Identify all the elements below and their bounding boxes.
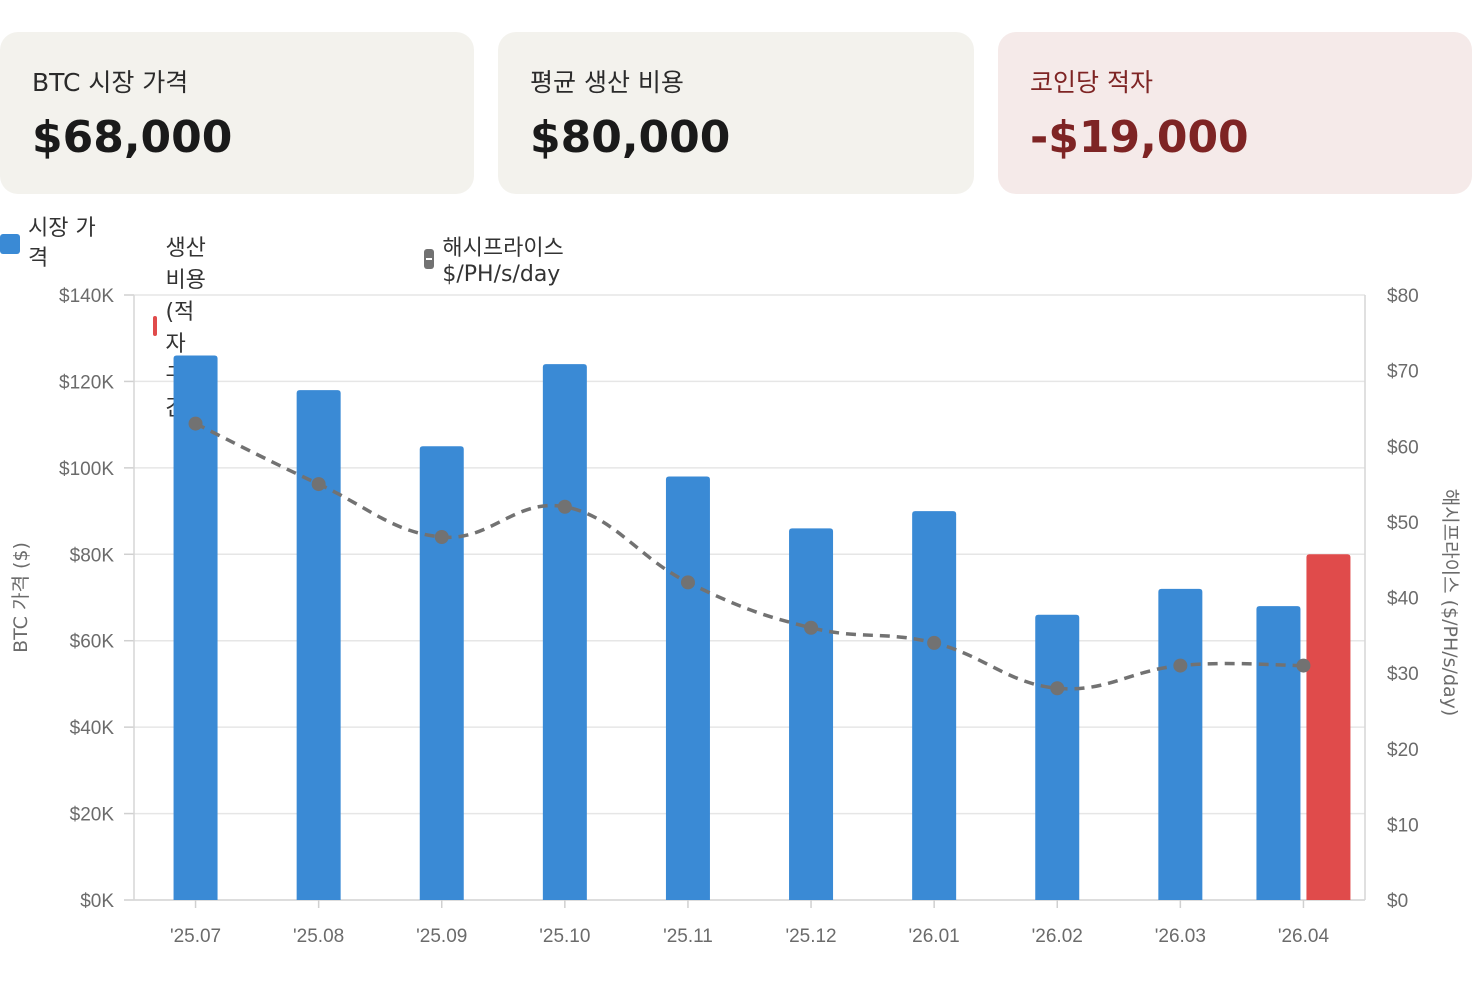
- legend-item-hashprice[interactable]: 해시프라이스 $/PH/s/day: [424, 230, 570, 287]
- market-price-label: BTC 시장 가격: [32, 68, 189, 97]
- market-price-bar: [542, 364, 587, 901]
- y-tick-label: $40K: [70, 718, 115, 739]
- hashprice-point: [680, 575, 695, 590]
- hashprice-point: [1050, 681, 1065, 696]
- market-price-bar: [789, 528, 834, 900]
- x-tick-label: '26.04: [1278, 926, 1330, 947]
- market-price-bar: [665, 476, 710, 900]
- hashprice-point: [1296, 658, 1311, 673]
- market-price-bar: [296, 390, 341, 900]
- y-axis-title: BTC 가격 ($): [10, 542, 32, 653]
- production-cost-value: $80,000: [530, 112, 731, 163]
- legend-market-price-label: 시장 가격: [28, 216, 96, 271]
- y-tick-label: $120K: [59, 372, 114, 393]
- deficit-card: 코인당 적자 -$19,000: [998, 32, 1472, 194]
- hashprice-point: [434, 530, 449, 544]
- hashprice-point: [188, 416, 203, 431]
- market-price-bar: [173, 355, 218, 900]
- y-tick-label: $100K: [59, 459, 114, 480]
- y2-tick-label: $80: [1387, 286, 1419, 307]
- y2-tick-label: $20: [1387, 740, 1419, 761]
- hashprice-line: [194, 421, 1304, 691]
- x-tick-label: '26.03: [1155, 926, 1206, 947]
- y-tick-label: $80K: [70, 545, 115, 566]
- market-price-value: $68,000: [32, 112, 233, 163]
- x-tick-label: '25.12: [785, 926, 836, 947]
- y-tick-label: $60K: [70, 632, 115, 653]
- market-price-bar: [419, 446, 464, 900]
- x-tick-label: '25.07: [170, 926, 221, 947]
- y-tick-label: $0K: [80, 891, 114, 912]
- market-price-bar: [1035, 614, 1080, 900]
- x-tick-label: '25.08: [293, 926, 344, 947]
- production-cost-card: 평균 생산 비용 $80,000: [498, 32, 974, 194]
- y2-tick-label: $10: [1387, 815, 1419, 836]
- y2-tick-label: $0: [1387, 891, 1408, 912]
- hashprice-point: [1173, 658, 1188, 673]
- deficit-label: 코인당 적자: [1030, 68, 1153, 97]
- x-tick-label: '25.11: [663, 926, 713, 947]
- hashprice-point: [927, 635, 942, 650]
- deficit-value: -$19,000: [1030, 112, 1249, 163]
- y2-tick-label: $40: [1387, 589, 1419, 610]
- legend-hashprice-label: 해시프라이스 $/PH/s/day: [442, 236, 564, 287]
- x-tick-label: '25.09: [416, 926, 467, 947]
- hashprice-point: [804, 620, 819, 635]
- market-price-bar: [1256, 606, 1301, 900]
- y2-tick-label: $70: [1387, 362, 1419, 383]
- x-tick-label: '25.10: [539, 926, 590, 947]
- market-price-swatch-icon: [0, 234, 20, 254]
- y-tick-label: $20K: [70, 805, 115, 826]
- y-tick-label: $140K: [59, 286, 114, 307]
- y2-axis-title: 해시프라이스 ($/PH/s/day): [1439, 489, 1461, 717]
- production-cost-label: 평균 생산 비용: [530, 68, 684, 97]
- hashprice-swatch-icon: [424, 248, 435, 269]
- production-cost-swatch-icon: [153, 316, 158, 336]
- x-tick-label: '26.02: [1032, 926, 1083, 947]
- x-tick-label: '26.01: [909, 926, 960, 947]
- y2-tick-label: $60: [1387, 437, 1419, 458]
- market-price-bar: [1158, 588, 1203, 900]
- y2-tick-label: $30: [1387, 664, 1419, 685]
- legend-item-market-price[interactable]: 시장 가격: [0, 214, 110, 274]
- production-cost-bar: [1306, 554, 1351, 900]
- market-price-bar: [912, 511, 957, 900]
- y2-tick-label: $50: [1387, 513, 1419, 534]
- market-price-card: BTC 시장 가격 $68,000: [0, 32, 474, 194]
- hashprice-point: [557, 499, 572, 514]
- hashprice-point: [311, 477, 326, 492]
